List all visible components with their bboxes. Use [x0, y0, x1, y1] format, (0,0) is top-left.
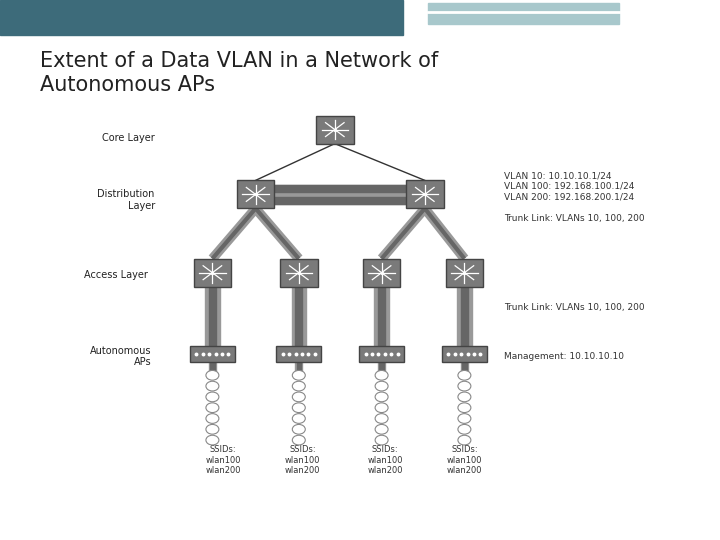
FancyBboxPatch shape	[276, 346, 321, 362]
Text: Extent of a Data VLAN in a Network of: Extent of a Data VLAN in a Network of	[40, 51, 438, 71]
FancyBboxPatch shape	[406, 180, 444, 208]
FancyBboxPatch shape	[190, 346, 235, 362]
FancyBboxPatch shape	[194, 259, 231, 287]
Text: Access Layer: Access Layer	[84, 271, 148, 280]
Circle shape	[375, 392, 388, 402]
Text: SSIDs:
wlan100
wlan200: SSIDs: wlan100 wlan200	[446, 446, 482, 475]
Circle shape	[292, 403, 305, 413]
Circle shape	[458, 424, 471, 434]
Bar	[0, 0, 403, 35]
Text: Management: 10.10.10.10: Management: 10.10.10.10	[504, 352, 624, 361]
Circle shape	[375, 435, 388, 445]
Circle shape	[375, 414, 388, 423]
Circle shape	[375, 370, 388, 380]
Circle shape	[206, 370, 219, 380]
Circle shape	[206, 403, 219, 413]
Text: Autonomous
APs: Autonomous APs	[90, 346, 151, 367]
FancyBboxPatch shape	[359, 346, 404, 362]
Text: Trunk Link: VLANs 10, 100, 200: Trunk Link: VLANs 10, 100, 200	[504, 214, 644, 223]
Circle shape	[292, 381, 305, 391]
Circle shape	[292, 435, 305, 445]
Text: Autonomous APs: Autonomous APs	[40, 75, 215, 94]
Circle shape	[206, 414, 219, 423]
Text: VLAN 10: 10.10.10.1/24
VLAN 100: 192.168.100.1/24
VLAN 200: 192.168.200.1/24: VLAN 10: 10.10.10.1/24 VLAN 100: 192.168…	[504, 171, 634, 201]
Circle shape	[458, 381, 471, 391]
FancyBboxPatch shape	[316, 116, 354, 144]
Text: Distribution
Layer: Distribution Layer	[97, 189, 155, 211]
FancyBboxPatch shape	[446, 259, 483, 287]
Circle shape	[458, 435, 471, 445]
Circle shape	[292, 392, 305, 402]
Circle shape	[292, 414, 305, 423]
Circle shape	[206, 424, 219, 434]
Text: SSIDs:
wlan100
wlan200: SSIDs: wlan100 wlan200	[205, 446, 241, 475]
FancyBboxPatch shape	[237, 180, 274, 208]
Circle shape	[458, 392, 471, 402]
FancyBboxPatch shape	[363, 259, 400, 287]
FancyBboxPatch shape	[442, 346, 487, 362]
Circle shape	[458, 370, 471, 380]
Text: SSIDs:
wlan100
wlan200: SSIDs: wlan100 wlan200	[284, 446, 320, 475]
Circle shape	[206, 392, 219, 402]
FancyBboxPatch shape	[280, 259, 318, 287]
Bar	[428, 3, 619, 24]
Circle shape	[375, 403, 388, 413]
Circle shape	[458, 403, 471, 413]
Circle shape	[375, 424, 388, 434]
Text: Core Layer: Core Layer	[102, 133, 155, 143]
Text: SSIDs:
wlan100
wlan200: SSIDs: wlan100 wlan200	[367, 446, 403, 475]
Circle shape	[375, 381, 388, 391]
Circle shape	[292, 370, 305, 380]
Text: Trunk Link: VLANs 10, 100, 200: Trunk Link: VLANs 10, 100, 200	[504, 303, 644, 312]
Circle shape	[206, 381, 219, 391]
Circle shape	[458, 414, 471, 423]
Circle shape	[206, 435, 219, 445]
Circle shape	[292, 424, 305, 434]
